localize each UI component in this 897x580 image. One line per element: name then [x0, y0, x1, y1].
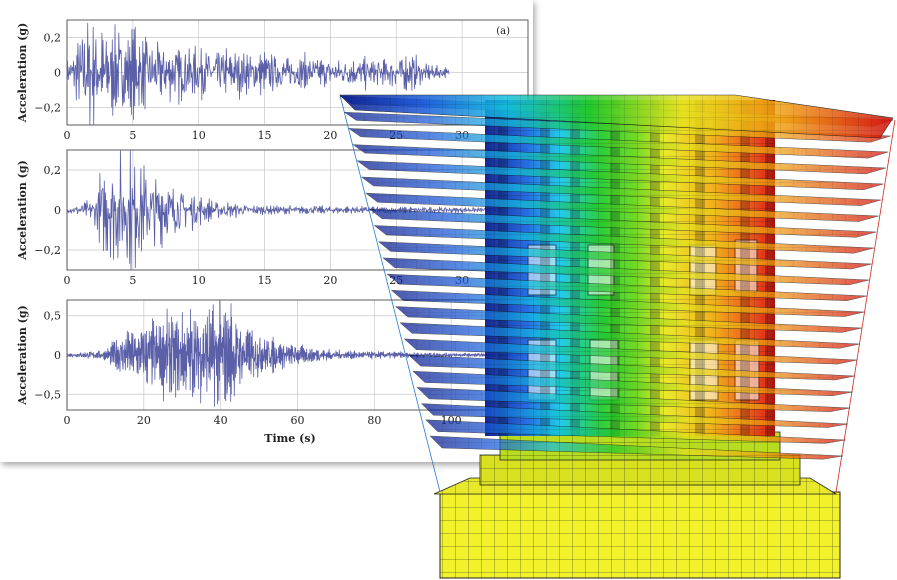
- guide-line-right: [835, 119, 896, 493]
- floor-slabs: [339, 94, 894, 460]
- floor-slab-mesh: [391, 290, 865, 317]
- guide-line-left: [339, 94, 441, 493]
- floor-slab-mesh: [357, 160, 884, 190]
- floor-slab-mesh: [387, 274, 867, 301]
- floor-slab-mesh: [425, 419, 846, 444]
- y-tick-label: −0,2: [34, 244, 61, 257]
- x-tick-label: 20: [137, 414, 151, 427]
- y-tick-label: 0,2: [44, 32, 62, 45]
- y-axis-label: Acceleration (g): [16, 160, 29, 261]
- floor-slab-mesh: [430, 436, 843, 460]
- x-tick-label: 5: [129, 129, 136, 142]
- floor-slab-mesh: [378, 241, 872, 269]
- y-tick-label: 0: [54, 67, 61, 80]
- floor-slab-mesh: [395, 306, 862, 333]
- x-tick-label: 20: [323, 129, 337, 142]
- acceleration-series: [66, 299, 529, 407]
- x-tick-label: 40: [214, 414, 228, 427]
- floor-slab-mesh: [370, 209, 877, 238]
- floor-slab-mesh: [382, 257, 870, 285]
- x-tick-label: 60: [291, 414, 305, 427]
- floor-slab-mesh: [404, 338, 858, 365]
- floor-slab-mesh: [412, 371, 853, 396]
- floor-slab-mesh: [417, 387, 851, 412]
- x-tick-label: 80: [367, 414, 381, 427]
- x-tick-label: 0: [64, 129, 71, 142]
- x-tick-label: 20: [323, 274, 337, 287]
- y-axis-label: Acceleration (g): [16, 23, 29, 124]
- roof-slab-mesh: [340, 95, 893, 138]
- floor-slab-mesh: [421, 403, 848, 428]
- x-tick-label: 15: [258, 274, 272, 287]
- y-tick-label: 0,2: [44, 164, 62, 177]
- x-axis-label: Time (s): [264, 432, 315, 445]
- y-tick-label: −0,5: [34, 388, 61, 401]
- y-tick-label: 0: [54, 349, 61, 362]
- x-tick-label: 0: [64, 414, 71, 427]
- x-tick-label: 10: [192, 274, 206, 287]
- panel-label: (a): [496, 26, 510, 37]
- y-tick-label: 0: [54, 204, 61, 217]
- floor-slab-mesh: [361, 177, 882, 206]
- base-mesh: [440, 492, 840, 578]
- y-tick-label: −0,2: [34, 102, 61, 115]
- y-axis-label: Acceleration (g): [16, 305, 29, 406]
- column: [740, 100, 750, 436]
- acceleration-series: [66, 22, 450, 126]
- acceleration-series: [66, 149, 502, 271]
- column: [695, 100, 705, 436]
- column: [650, 100, 660, 436]
- floor-slab-mesh: [348, 128, 889, 159]
- floor-slab-mesh: [408, 355, 855, 380]
- floor-slab-mesh: [365, 193, 879, 222]
- column: [610, 100, 620, 436]
- column: [765, 100, 775, 436]
- y-tick-label: 0,5: [44, 310, 62, 323]
- floor-slab-mesh: [374, 225, 874, 254]
- x-tick-label: 5: [129, 274, 136, 287]
- floor-slab-mesh: [344, 112, 891, 143]
- x-tick-label: 10: [192, 129, 206, 142]
- floor-slab-mesh: [352, 144, 886, 174]
- x-tick-label: 0: [64, 274, 71, 287]
- floor-slab-mesh: [400, 322, 860, 349]
- x-tick-label: 15: [258, 129, 272, 142]
